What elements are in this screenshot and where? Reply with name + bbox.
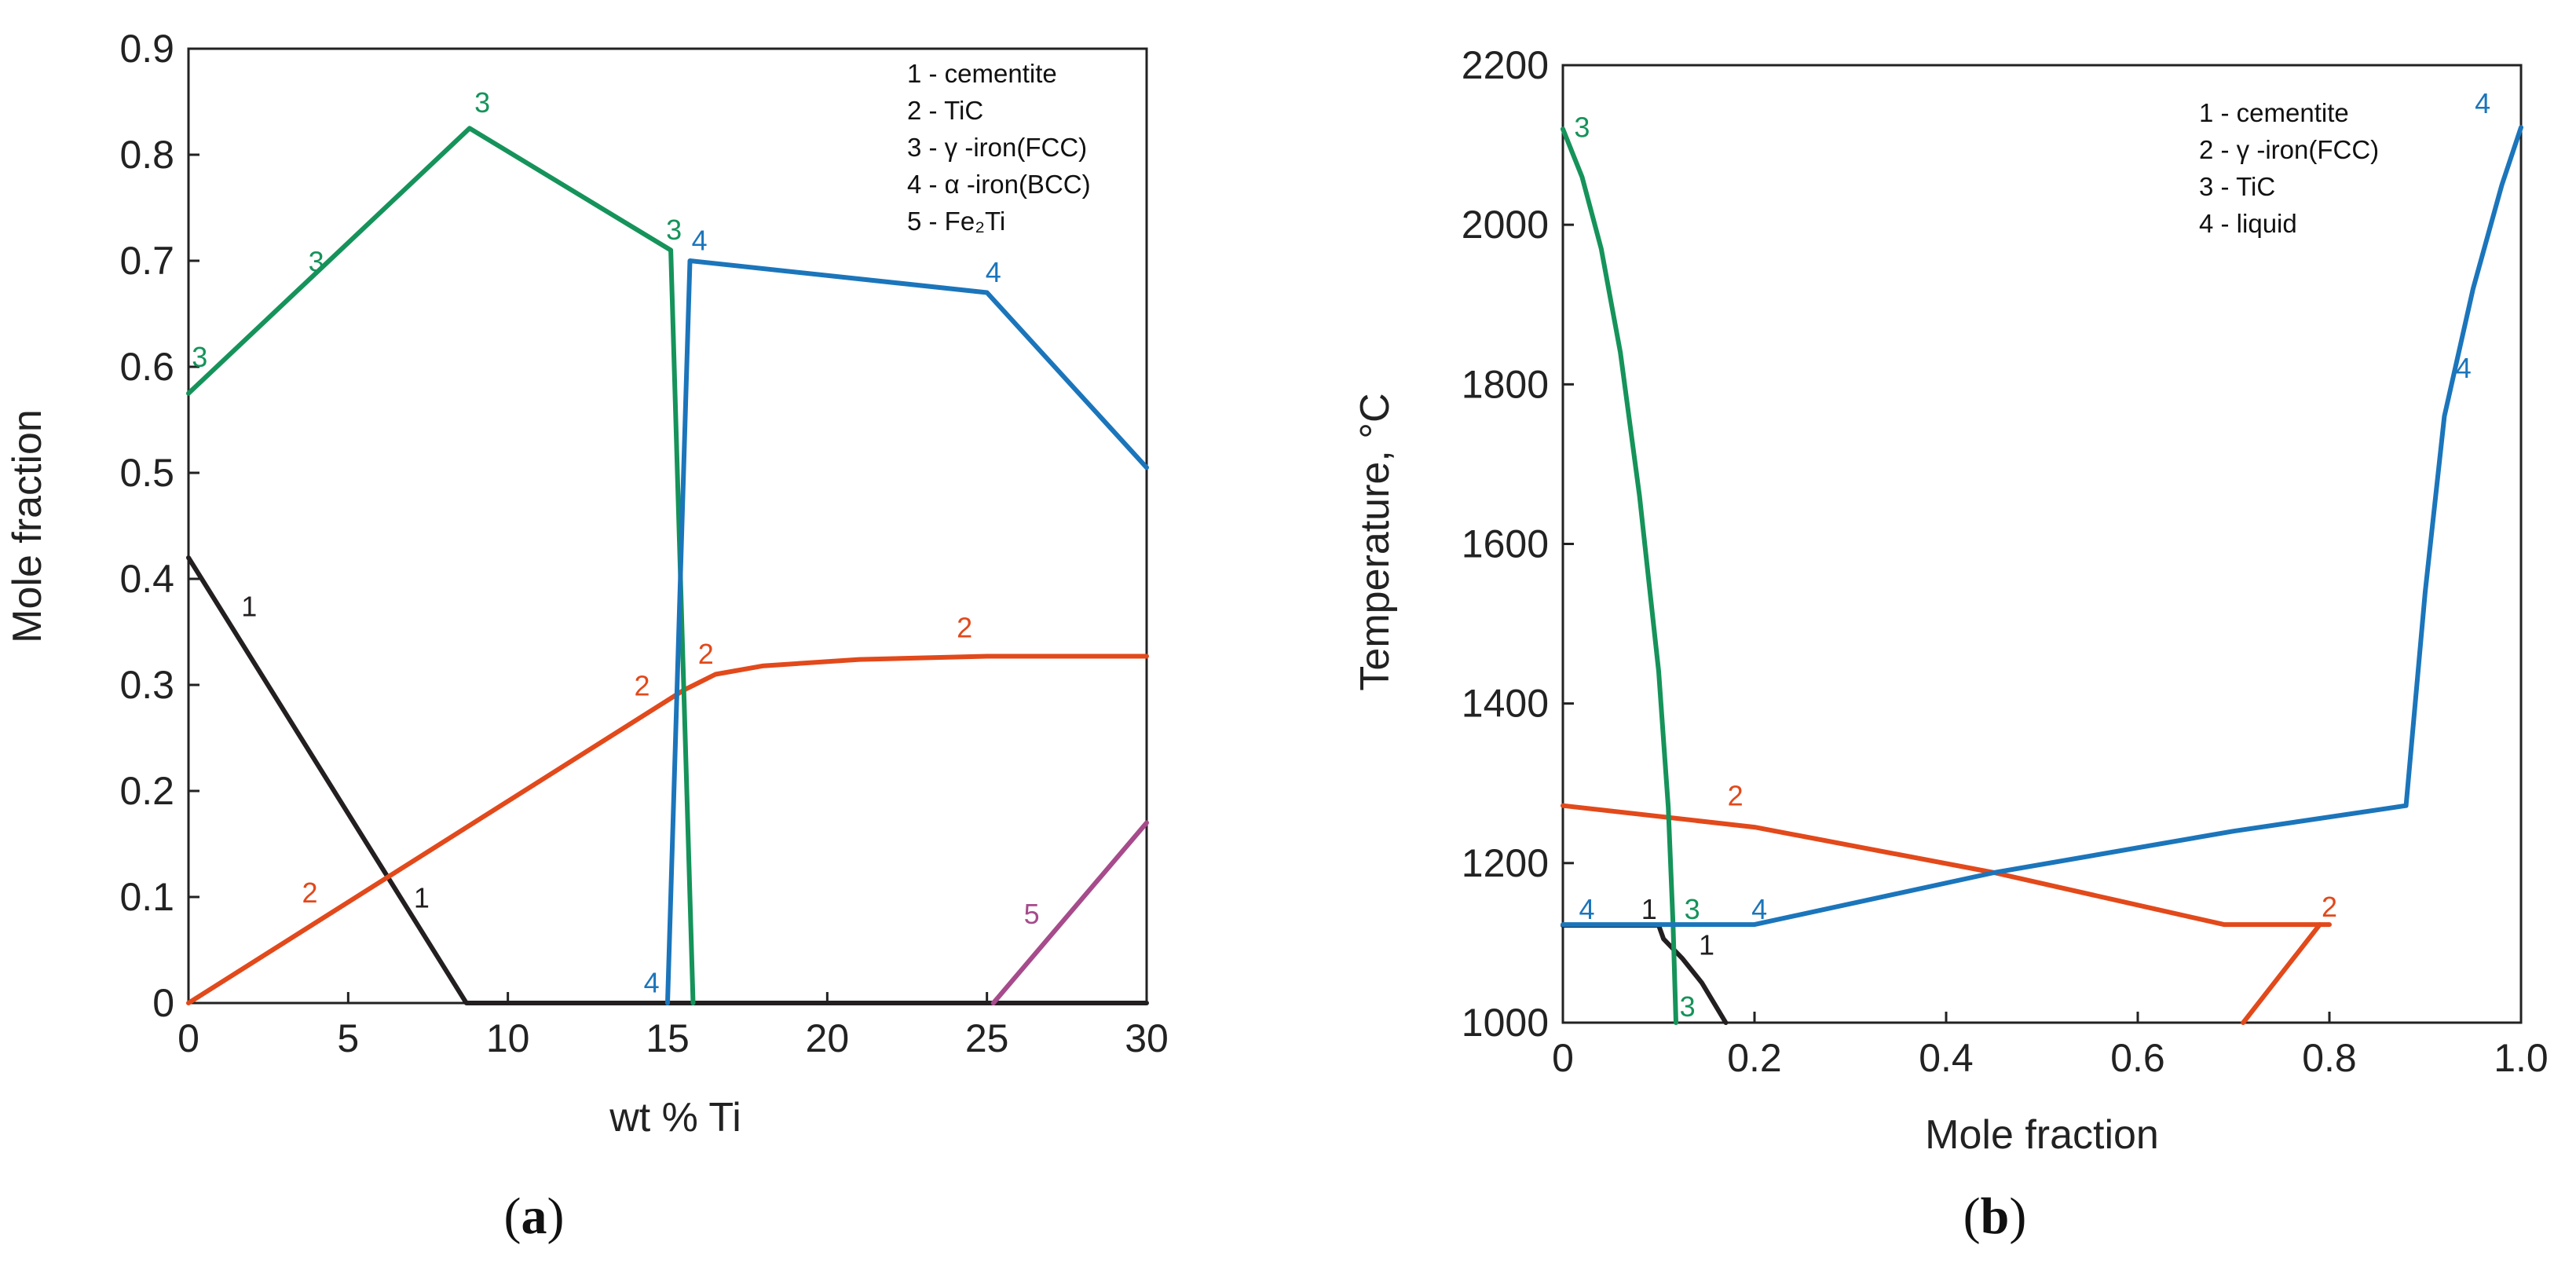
y-axis-label: Mole fraction: [5, 409, 50, 643]
curve-label: 4: [2475, 87, 2490, 119]
y-tick-label: 2000: [1462, 203, 1549, 247]
panel-close-paren: ): [2009, 1188, 2026, 1245]
curve-label: 4: [644, 967, 660, 999]
legend-entry: 4 - α -iron(BCC): [907, 170, 1091, 199]
series-line-2: [1561, 803, 2332, 928]
x-tick-label: 10: [486, 1016, 530, 1060]
plot-frame: [1561, 64, 2523, 1024]
x-tick-label: 20: [806, 1016, 850, 1060]
curve-label: 3: [666, 214, 682, 246]
curve-label: 4: [1751, 893, 1767, 925]
x-tick-label: 30: [1125, 1016, 1169, 1060]
curve-label: 1: [1699, 929, 1714, 961]
curve-label: 3: [1680, 990, 1696, 1023]
y-tick-label: 0.4: [119, 557, 174, 601]
y-tick-label: 0.1: [119, 875, 174, 919]
y-tick-label: 1600: [1462, 522, 1549, 566]
x-tick-label: 0.2: [1727, 1036, 1782, 1080]
y-axis-label: Temperature, °C: [1352, 393, 1398, 690]
curve-label: 1: [241, 590, 257, 622]
curve-label: 1: [1641, 893, 1657, 925]
y-tick-label: 1000: [1462, 1001, 1549, 1045]
curve-label: 2: [634, 670, 649, 702]
panel-letter: b: [1981, 1188, 2010, 1245]
curve-label: 3: [309, 246, 324, 278]
legend-entry: 1 - cementite: [907, 59, 1057, 88]
curve-label: 5: [1024, 898, 1040, 930]
legend-entry: 3 - TiC: [2199, 172, 2275, 201]
series-line-4: [1561, 125, 2523, 928]
panel-open-paren: (: [1963, 1188, 1981, 1245]
panel-open-paren: (: [504, 1188, 521, 1245]
y-tick-label: 0.3: [119, 663, 174, 707]
y-tick-label: 0.2: [119, 769, 174, 813]
legend-entry: 3 - γ -iron(FCC): [907, 133, 1087, 162]
panel-close-paren: ): [547, 1188, 565, 1245]
curve-label: 2: [698, 638, 714, 670]
series-line-2b: [2241, 922, 2322, 1025]
x-tick-label: 0.6: [2110, 1036, 2165, 1080]
legend-entry: 4 - liquid: [2199, 209, 2297, 238]
series-line-1: [186, 555, 1149, 1005]
x-tick-label: 0.4: [1919, 1036, 1974, 1080]
curve-label: 3: [1574, 111, 1590, 143]
series-line-4: [665, 258, 1149, 1005]
series-line-3: [186, 126, 696, 1005]
curve-label: 4: [1579, 893, 1594, 925]
y-tick-label: 0.7: [119, 239, 174, 283]
legend-entry: 5 - Fe₂Ti: [907, 207, 1005, 236]
legend-entry: 2 - TiC: [907, 96, 983, 125]
legend-entry: 2 - γ -iron(FCC): [2199, 135, 2379, 164]
y-tick-label: 1400: [1462, 682, 1549, 726]
y-tick-label: 0.5: [119, 451, 174, 495]
curve-label: 4: [692, 225, 708, 257]
curve-label: 4: [2456, 352, 2472, 384]
y-tick-label: 0.6: [119, 345, 174, 389]
curve-label: 3: [192, 341, 207, 373]
x-tick-label: 0: [1552, 1036, 1574, 1080]
legend-entry: 1 - cementite: [2199, 98, 2349, 127]
panel-label: (b): [1963, 1188, 2027, 1245]
y-tick-label: 1800: [1462, 362, 1549, 406]
curve-label: 2: [1728, 780, 1744, 812]
series-line-3: [1561, 126, 1678, 1025]
panel-letter: a: [521, 1188, 547, 1245]
panel-label: (a): [504, 1188, 565, 1245]
x-axis-label: Mole fraction: [1925, 1112, 2159, 1158]
x-tick-label: 15: [646, 1016, 690, 1060]
x-tick-label: 0.8: [2302, 1036, 2357, 1080]
x-tick-label: 5: [337, 1016, 359, 1060]
curve-label: 1: [414, 882, 430, 914]
curve-label: 2: [302, 877, 318, 909]
series-line-5: [990, 820, 1149, 1005]
curve-label: 3: [1685, 893, 1700, 925]
x-tick-label: 1.0: [2494, 1036, 2549, 1080]
y-tick-label: 2200: [1462, 43, 1549, 87]
y-tick-label: 0: [152, 981, 174, 1025]
y-tick-label: 0.8: [119, 133, 174, 177]
x-tick-label: 25: [965, 1016, 1009, 1060]
chart-a: 0 5 10 15 20 25 3000.10.20.30.40.50.60.70.80.9…: [5, 27, 1169, 1245]
chart-b: 0 0.2 0.4 0.6 0.8 1.0 1000 1200 1400 1600 1800 2000…: [1352, 43, 2549, 1245]
curve-label: 2: [957, 611, 972, 643]
x-axis-label: wt % Ti: [609, 1095, 741, 1140]
y-tick-label: 1200: [1462, 841, 1549, 885]
y-tick-label: 0.9: [119, 27, 174, 71]
x-tick-label: 0: [177, 1016, 199, 1060]
curve-label: 4: [986, 256, 1001, 288]
curve-label: 2: [2322, 891, 2337, 923]
curve-label: 3: [474, 86, 490, 119]
